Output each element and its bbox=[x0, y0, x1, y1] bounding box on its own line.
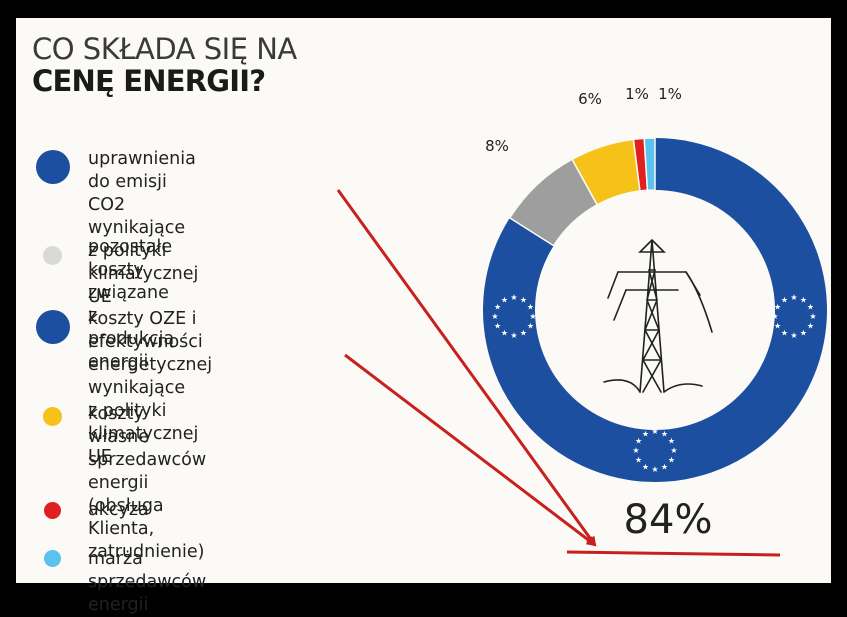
eu-star-icon: ★ bbox=[642, 430, 649, 439]
legend-label: pozostałe koszty związane z produkcją en… bbox=[88, 237, 175, 372]
legend-label: koszty własne sprzedawców energii (obsłu… bbox=[88, 404, 207, 562]
pie-slice-labels: 84% 8% 6% 1% 1% bbox=[485, 85, 712, 543]
eu-star-icon: ★ bbox=[661, 430, 668, 439]
eu-star-icon: ★ bbox=[635, 456, 642, 465]
eu-star-icon: ★ bbox=[661, 462, 668, 471]
eu-star-icon: ★ bbox=[494, 303, 501, 312]
eu-star-icon: ★ bbox=[800, 328, 807, 337]
legend-dot bbox=[36, 310, 70, 344]
arrow-line bbox=[344, 353, 597, 547]
slice-label: 1% bbox=[658, 85, 682, 103]
legend-dot bbox=[44, 502, 61, 519]
eu-flag-stars: ★★★★★★★★★ ★ ★★★★★★★★★★★ ★ ★★★★★★★★★★★ ★ ★★ bbox=[491, 293, 816, 474]
slice-label: 84% bbox=[624, 497, 713, 543]
eu-star-icon: ★ bbox=[520, 328, 527, 337]
donut-chart: 84%8%6% 1% 1% ★★★★★★★★★ ★ ★★★★★★★★★★★ ★ ★★★★★★… bbox=[336, 85, 827, 557]
eu-star-icon: ★ bbox=[632, 446, 639, 455]
power-pylon-icon bbox=[603, 239, 713, 393]
pie-slice bbox=[643, 137, 656, 192]
eu-star-icon: ★ bbox=[491, 312, 498, 321]
eu-star-icon: ★ bbox=[781, 328, 788, 337]
eu-star-icon: ★ bbox=[670, 446, 677, 455]
eu-star-icon: ★ bbox=[668, 437, 675, 446]
slice-label: 6% bbox=[578, 90, 602, 108]
eu-star-icon: ★ bbox=[790, 293, 797, 302]
eu-star-icon: ★ bbox=[642, 462, 649, 471]
title-line-1: CO SKŁADA SIĘ NA bbox=[32, 32, 297, 66]
eu-star-icon: ★ bbox=[774, 322, 781, 331]
eu-star-icon: ★ bbox=[494, 322, 501, 331]
infographic-card: CO SKŁADA SIĘ NA CENĘ ENERGII? uprawnien… bbox=[16, 18, 831, 615]
eu-star-icon: ★ bbox=[774, 303, 781, 312]
legend-dot bbox=[44, 550, 61, 567]
pie-slices bbox=[483, 137, 827, 482]
eu-star-icon: ★ bbox=[800, 296, 807, 305]
eu-star-icon: ★ bbox=[651, 427, 658, 436]
legend-dot bbox=[43, 246, 62, 265]
eu-star-icon: ★ bbox=[529, 312, 536, 321]
eu-star-icon: ★ bbox=[510, 331, 517, 340]
pie-slice bbox=[483, 138, 827, 482]
eu-star-icon: ★ bbox=[527, 322, 534, 331]
underline bbox=[566, 550, 781, 557]
title-line-2: CENĘ ENERGII? bbox=[32, 64, 266, 98]
eu-star-icon: ★ bbox=[668, 456, 675, 465]
eu-star-icon: ★ bbox=[520, 296, 527, 305]
eu-star-icon: ★ bbox=[501, 328, 508, 337]
eu-star-icon: ★ bbox=[510, 293, 517, 302]
legend-dot bbox=[36, 150, 70, 184]
eu-star-icon: ★ bbox=[501, 296, 508, 305]
arrow-line bbox=[336, 189, 597, 547]
eu-star-icon: ★ bbox=[790, 331, 797, 340]
legend-label: koszty OZE i efektywności energetycznej … bbox=[88, 309, 213, 467]
eu-star-icon: ★ bbox=[807, 322, 814, 331]
eu-star-icon: ★ bbox=[527, 303, 534, 312]
eu-star-icon: ★ bbox=[781, 296, 788, 305]
eu-star-icon: ★ bbox=[809, 312, 816, 321]
eu-star-icon: ★ bbox=[635, 437, 642, 446]
legend-dot bbox=[43, 407, 62, 426]
eu-star-icon: ★ bbox=[807, 303, 814, 312]
legend-label: akcyza bbox=[88, 500, 149, 520]
legend-label: uprawnienia do emisji CO2 wynikające z p… bbox=[88, 149, 199, 307]
slice-label: 1% bbox=[625, 85, 649, 103]
eu-star-icon: ★ bbox=[771, 312, 778, 321]
slice-label: 8% bbox=[485, 137, 509, 155]
legend-label: marża sprzedawców energii bbox=[88, 549, 207, 615]
eu-star-icon: ★ bbox=[651, 465, 658, 474]
